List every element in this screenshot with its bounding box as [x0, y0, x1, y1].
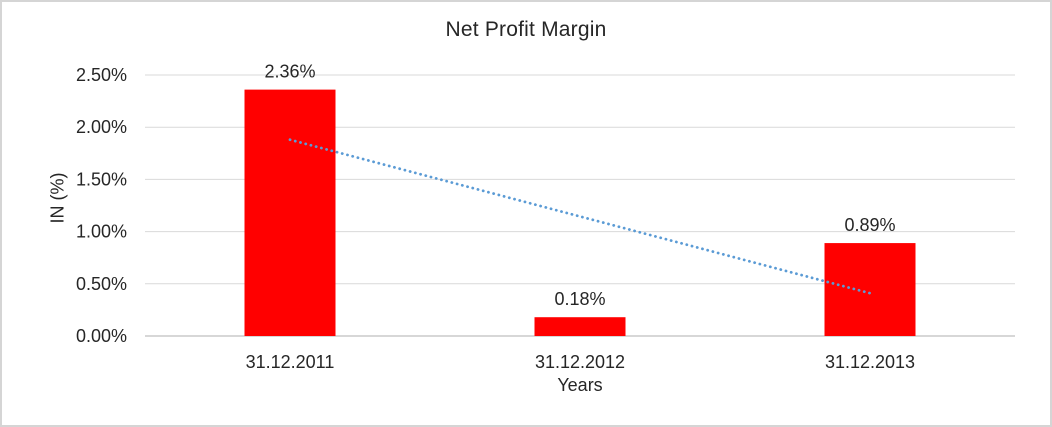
y-tick-label: 1.00% — [76, 222, 127, 242]
y-tick-label: 0.00% — [76, 326, 127, 346]
x-axis-title: Years — [557, 375, 603, 395]
bar — [244, 89, 336, 336]
y-tick-label: 2.50% — [76, 65, 127, 85]
x-category-label: 31.12.2012 — [535, 352, 625, 372]
x-category-label: 31.12.2013 — [825, 352, 915, 372]
bar — [534, 317, 626, 336]
x-category-label: 31.12.2011 — [246, 352, 335, 372]
y-tick-label: 2.00% — [76, 117, 127, 137]
bar — [824, 243, 916, 336]
y-tick-label: 1.50% — [76, 169, 127, 189]
bar-value-label: 0.18% — [554, 289, 605, 309]
trendline — [288, 138, 872, 295]
bar-value-label: 2.36% — [264, 62, 315, 82]
bar-value-label: 0.89% — [844, 215, 895, 235]
y-tick-label: 0.50% — [76, 274, 127, 294]
chart-title: Net Profit Margin — [445, 18, 607, 41]
